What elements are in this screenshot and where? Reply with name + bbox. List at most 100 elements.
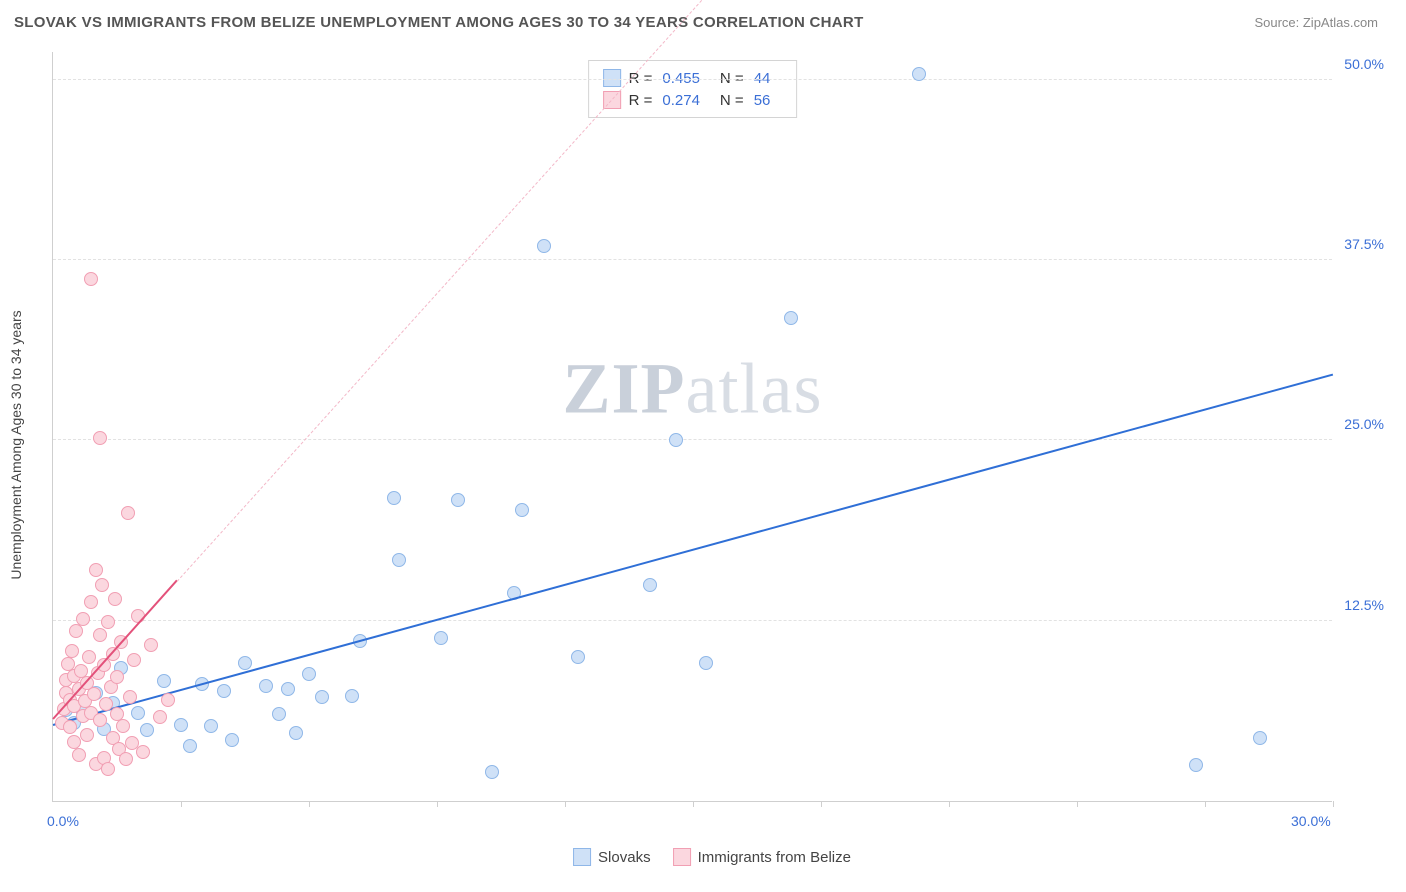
data-point xyxy=(485,765,499,779)
data-point xyxy=(272,707,286,721)
x-tick-mark xyxy=(565,801,566,807)
gridline xyxy=(53,259,1332,260)
data-point xyxy=(387,491,401,505)
data-point xyxy=(912,67,926,81)
data-point xyxy=(84,272,98,286)
x-tick-mark xyxy=(1077,801,1078,807)
legend-item: Immigrants from Belize xyxy=(673,848,851,866)
data-point xyxy=(123,690,137,704)
data-point xyxy=(1253,731,1267,745)
data-point xyxy=(157,674,171,688)
x-tick-mark xyxy=(1333,801,1334,807)
legend-swatch xyxy=(573,848,591,866)
data-point xyxy=(93,628,107,642)
gridline xyxy=(53,79,1332,80)
data-point xyxy=(699,656,713,670)
data-point xyxy=(537,239,551,253)
stats-legend: R =0.455N =44R =0.274N =56 xyxy=(588,60,798,118)
data-point xyxy=(225,733,239,747)
x-tick-mark xyxy=(437,801,438,807)
data-point xyxy=(82,650,96,664)
data-point xyxy=(121,506,135,520)
legend-stat-row: R = 0.274 N = 56 xyxy=(603,89,783,111)
x-tick-label: 0.0% xyxy=(47,813,79,829)
data-point xyxy=(669,433,683,447)
data-point xyxy=(153,710,167,724)
y-tick-label: 12.5% xyxy=(1344,597,1384,613)
x-tick-mark xyxy=(1205,801,1206,807)
trend-line xyxy=(176,0,702,582)
data-point xyxy=(80,728,94,742)
data-point xyxy=(101,615,115,629)
data-point xyxy=(119,752,133,766)
data-point xyxy=(259,679,273,693)
gridline xyxy=(53,620,1332,621)
data-point xyxy=(392,553,406,567)
data-point xyxy=(183,739,197,753)
gridline xyxy=(53,439,1332,440)
data-point xyxy=(315,690,329,704)
data-point xyxy=(93,431,107,445)
n-value: 56 xyxy=(754,92,771,109)
x-tick-mark xyxy=(309,801,310,807)
data-point xyxy=(116,719,130,733)
data-point xyxy=(161,693,175,707)
data-point xyxy=(101,762,115,776)
data-point xyxy=(451,493,465,507)
legend-swatch xyxy=(673,848,691,866)
data-point xyxy=(136,745,150,759)
data-point xyxy=(1189,758,1203,772)
r-value: 0.274 xyxy=(662,92,700,109)
data-point xyxy=(63,720,77,734)
source-label: Source: ZipAtlas.com xyxy=(1254,15,1378,30)
data-point xyxy=(89,563,103,577)
data-point xyxy=(217,684,231,698)
chart-title: SLOVAK VS IMMIGRANTS FROM BELIZE UNEMPLO… xyxy=(14,14,864,31)
data-point xyxy=(140,723,154,737)
watermark: ZIPatlas xyxy=(563,348,823,431)
data-point xyxy=(515,503,529,517)
data-point xyxy=(127,653,141,667)
data-point xyxy=(87,687,101,701)
data-point xyxy=(110,670,124,684)
data-point xyxy=(571,650,585,664)
x-tick-mark xyxy=(693,801,694,807)
data-point xyxy=(84,595,98,609)
y-axis-label: Unemployment Among Ages 30 to 34 years xyxy=(8,310,24,579)
data-point xyxy=(108,592,122,606)
data-point xyxy=(281,682,295,696)
y-tick-label: 50.0% xyxy=(1344,56,1384,72)
data-point xyxy=(65,644,79,658)
data-point xyxy=(434,631,448,645)
data-point xyxy=(95,578,109,592)
data-point xyxy=(131,706,145,720)
data-point xyxy=(289,726,303,740)
data-point xyxy=(67,735,81,749)
data-point xyxy=(72,748,86,762)
trend-line xyxy=(53,374,1334,726)
x-tick-mark xyxy=(821,801,822,807)
data-point xyxy=(93,713,107,727)
data-point xyxy=(643,578,657,592)
series-legend: Slovaks Immigrants from Belize xyxy=(573,848,851,866)
x-tick-label: 30.0% xyxy=(1291,813,1331,829)
data-point xyxy=(302,667,316,681)
data-point xyxy=(144,638,158,652)
scatter-plot: ZIPatlas R =0.455N =44R =0.274N =56 12.5… xyxy=(52,52,1332,802)
legend-item: Slovaks xyxy=(573,848,651,866)
x-tick-mark xyxy=(181,801,182,807)
x-tick-mark xyxy=(949,801,950,807)
chart-area: Unemployment Among Ages 30 to 34 years Z… xyxy=(52,52,1372,838)
data-point xyxy=(174,718,188,732)
y-tick-label: 37.5% xyxy=(1344,236,1384,252)
data-point xyxy=(204,719,218,733)
data-point xyxy=(345,689,359,703)
n-label: N = xyxy=(720,92,744,109)
r-label: R = xyxy=(629,92,653,109)
series-name: Slovaks xyxy=(598,849,651,866)
data-point xyxy=(238,656,252,670)
data-point xyxy=(784,311,798,325)
data-point xyxy=(76,612,90,626)
series-name: Immigrants from Belize xyxy=(698,849,851,866)
y-tick-label: 25.0% xyxy=(1344,416,1384,432)
